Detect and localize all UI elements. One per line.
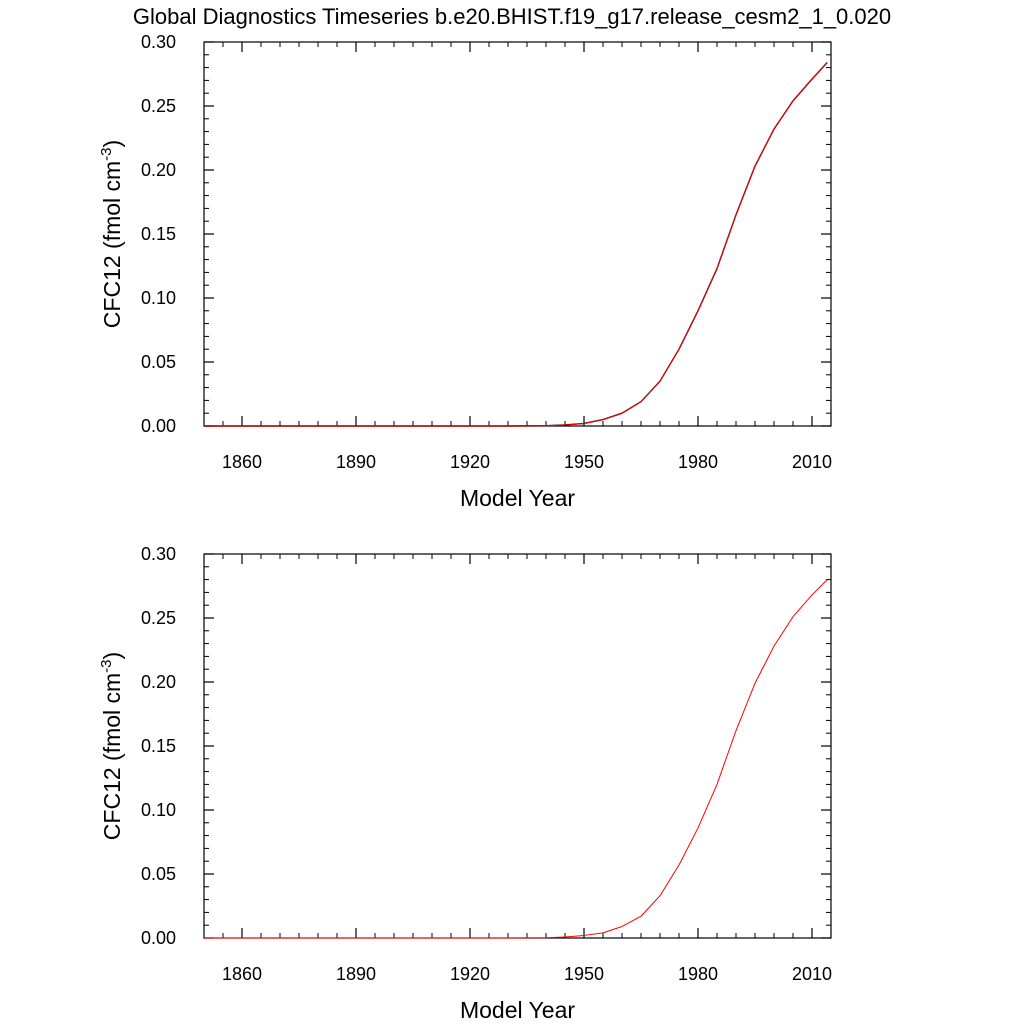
y-tick-label: 0.00 — [141, 416, 176, 436]
x-tick-label: 1920 — [450, 964, 490, 984]
y-axis-label-main: CFC12 (fmol cm — [99, 161, 125, 328]
chart-panel-bottom: 1860 1890 1920 1950 1980 2010 0.00 0.05 0.10 0.15… — [98, 544, 832, 1023]
plot-frame — [203, 553, 832, 939]
y-tick-label: 0.30 — [141, 32, 176, 52]
x-tick-label: 1950 — [564, 452, 604, 472]
y-tick-label: 0.20 — [141, 672, 176, 692]
x-tick-label: 1890 — [336, 452, 376, 472]
x-tick-label: 1920 — [450, 452, 490, 472]
y-axis-label: CFC12 (fmol cm-3) — [98, 140, 125, 328]
x-tick-label: 1980 — [678, 452, 718, 472]
series-line — [204, 62, 828, 427]
y-tick-label: 0.25 — [141, 96, 176, 116]
y-tick-label: 0.05 — [141, 864, 176, 884]
y-axis-label-main: CFC12 (fmol cm — [99, 673, 125, 840]
y-tick-label: 0.00 — [141, 928, 176, 948]
y-tick-label: 0.15 — [141, 224, 176, 244]
chart-panel-top: 1860 1890 1920 1950 1980 2010 0.00 0.05 0.10 0.15… — [98, 32, 832, 511]
y-tick-label: 0.20 — [141, 160, 176, 180]
y-tick-label: 0.10 — [141, 800, 176, 820]
figure-title: Global Diagnostics Timeseries b.e20.BHIS… — [133, 4, 891, 29]
x-tick-label: 1860 — [222, 452, 262, 472]
series-line — [204, 579, 828, 939]
x-axis-label: Model Year — [460, 485, 575, 511]
y-axis-label-superscript: -3 — [98, 659, 115, 672]
y-tick-label: 0.30 — [141, 544, 176, 564]
y-tick-label: 0.10 — [141, 288, 176, 308]
y-axis-label: CFC12 (fmol cm-3) — [98, 652, 125, 840]
x-tick-label: 2010 — [792, 452, 832, 472]
y-tick-label: 0.25 — [141, 608, 176, 628]
x-tick-label: 1950 — [564, 964, 604, 984]
y-axis-label-superscript: -3 — [98, 147, 115, 160]
x-tick-label: 1860 — [222, 964, 262, 984]
y-tick-label: 0.15 — [141, 736, 176, 756]
y-axis-label-end: ) — [99, 140, 125, 148]
x-tick-label: 1980 — [678, 964, 718, 984]
x-tick-label: 1890 — [336, 964, 376, 984]
plot-frame — [203, 41, 832, 427]
y-axis-label-end: ) — [99, 652, 125, 660]
series-line — [204, 62, 828, 427]
y-tick-label: 0.05 — [141, 352, 176, 372]
x-tick-label: 2010 — [792, 964, 832, 984]
x-axis-label: Model Year — [460, 997, 575, 1023]
